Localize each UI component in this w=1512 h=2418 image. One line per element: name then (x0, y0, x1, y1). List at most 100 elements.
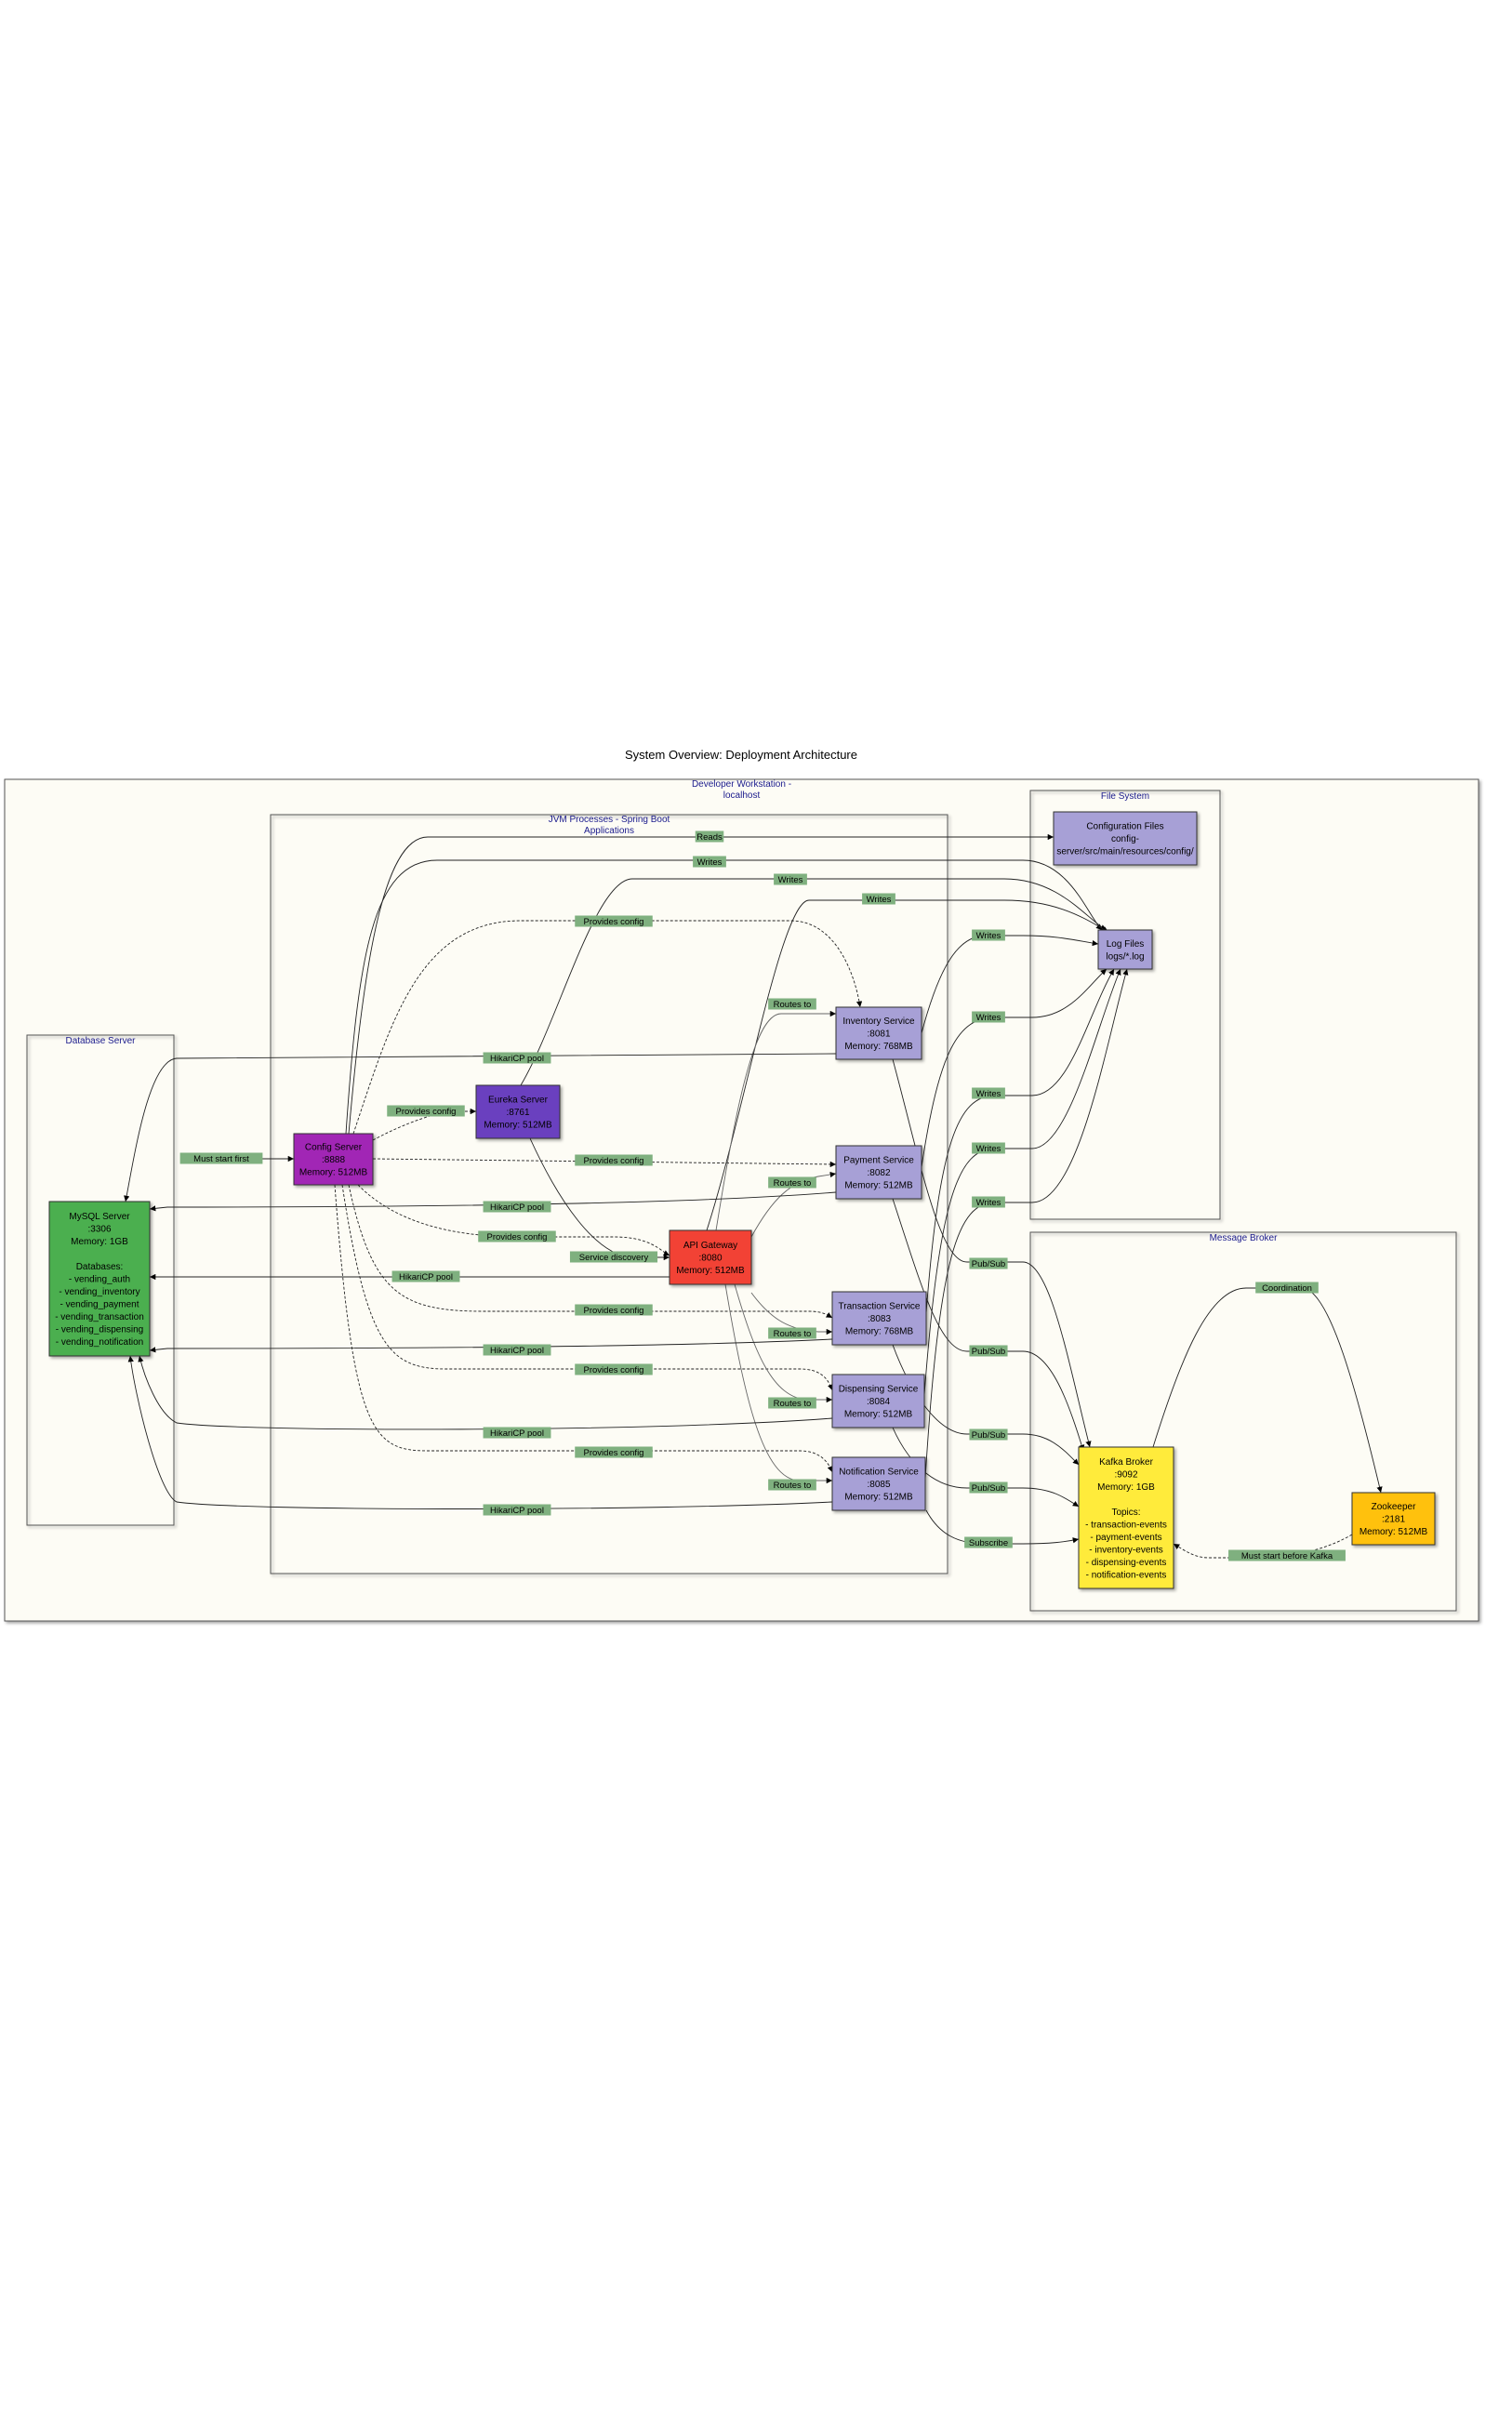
node-mysql-line: MySQL Server (69, 1212, 130, 1222)
edge-label-bg (483, 1344, 551, 1356)
node-kafka-box (1078, 1446, 1174, 1589)
edge-label-routes-to: Routes to (768, 1397, 816, 1409)
edge-label-provides-config: Provides config (575, 1363, 653, 1375)
edge-label-bg (693, 856, 726, 868)
node-eureka[interactable]: Eureka Server:8761 Memory: 512MB (475, 1084, 561, 1139)
edge-label-provides-config: Provides config (478, 1230, 556, 1242)
node-config-server-line: Config Server (305, 1143, 363, 1153)
edge-label-hikari: HikariCP pool (483, 1201, 551, 1213)
node-kafka-line: - payment-events (1090, 1533, 1161, 1543)
node-gateway[interactable]: API Gateway:8080 Memory: 512MB (669, 1229, 752, 1285)
edge-label-hikari: HikariCP pool (483, 1344, 551, 1356)
node-transaction-box (831, 1291, 927, 1346)
node-kafka-line: Memory: 1GB (1097, 1482, 1155, 1493)
node-eureka-box (475, 1084, 561, 1139)
edge-label-text: Writes (867, 895, 892, 905)
node-config-files-line: Configuration Files (1086, 822, 1163, 832)
cluster-workstation-label: localhost (723, 790, 761, 801)
cluster-filesystem-label: File System (1101, 791, 1149, 802)
edge-label-text: Writes (697, 857, 723, 868)
edge-label-bg (1255, 1282, 1319, 1294)
edge-config-notification (334, 1184, 833, 1473)
edge-label-text: Provides config (584, 1448, 644, 1458)
edge-label-text: Routes to (774, 1000, 812, 1010)
edge-label-bg (483, 1052, 551, 1064)
node-inventory-line: Memory: 768MB (844, 1042, 913, 1052)
edge-label-text: Reads (696, 832, 723, 843)
node-payment-box (835, 1145, 922, 1200)
node-transaction[interactable]: Transaction Service:8083 Memory: 768MB (831, 1291, 927, 1346)
edge-label-text: Writes (976, 1144, 1001, 1154)
edge-label-pub-sub: Pub/Sub (969, 1481, 1008, 1494)
edge-label-writes: Writes (862, 893, 895, 905)
node-config-files[interactable]: Configuration Files config-server/src/mai… (1053, 811, 1198, 866)
cluster-jvm-label: Applications (584, 826, 634, 836)
node-eureka-line: Memory: 512MB (484, 1121, 552, 1131)
node-dispensing[interactable]: Dispensing Service:8084 Memory: 512MB (831, 1374, 925, 1428)
edge-label-bg (972, 1196, 1005, 1208)
cluster-broker (1029, 1231, 1457, 1612)
edge-label-pub-sub: Pub/Sub (969, 1257, 1008, 1269)
node-zookeeper-line: Zookeeper (1372, 1502, 1416, 1512)
cluster-jvm-label: JVM Processes - Spring Boot (549, 815, 670, 825)
edge-label-text: Provides config (584, 1365, 644, 1375)
node-zookeeper[interactable]: Zookeeper:2181 Memory: 512MB (1351, 1492, 1436, 1546)
node-eureka-line: Eureka Server (488, 1096, 549, 1106)
edge-label-bg (387, 1105, 465, 1117)
node-payment[interactable]: Payment Service:8082 Memory: 512MB (835, 1145, 922, 1200)
edge-label-hikari: HikariCP pool (483, 1504, 551, 1516)
edge-config-writes-logs (345, 859, 1103, 1135)
node-config-files-box (1053, 811, 1198, 866)
node-dispensing-box (831, 1374, 925, 1428)
edge-label-bg (768, 1397, 816, 1409)
edge-label-text: Provides config (584, 1156, 644, 1166)
edge-label-bg (768, 1327, 816, 1339)
node-config-server[interactable]: Config Server:8888 Memory: 512MB (293, 1133, 374, 1186)
edge-label-text: Provides config (487, 1232, 548, 1242)
edge-gateway-transaction (750, 1292, 832, 1335)
node-config-server-line: :8888 (322, 1155, 345, 1165)
node-inventory-line: :8081 (867, 1030, 890, 1040)
edge-config-transaction (348, 1184, 833, 1319)
edge-label-writes: Writes (693, 856, 726, 868)
node-mysql-box (48, 1201, 151, 1357)
node-mysql-line: - vending_auth (69, 1275, 130, 1285)
node-log-files-box (1097, 929, 1153, 970)
node-gateway-line: Memory: 512MB (676, 1266, 745, 1276)
edge-label-routes-to: Routes to (768, 1327, 816, 1339)
cluster-database (26, 1034, 175, 1526)
edge-dispensing-mysql (138, 1355, 833, 1430)
node-payment-line: Memory: 512MB (844, 1181, 913, 1191)
node-kafka[interactable]: Kafka Broker:9092 Memory: 1GB Topics: - tra… (1078, 1446, 1174, 1589)
edge-label-routes-to: Routes to (768, 1479, 816, 1491)
edge-label-text: Service discovery (579, 1253, 649, 1263)
edge-label-text: Pub/Sub (972, 1430, 1005, 1441)
node-mysql[interactable]: MySQL Server:3306 Memory: 1GB Databases: - … (48, 1201, 151, 1357)
edge-label-text: Pub/Sub (972, 1483, 1005, 1494)
node-zookeeper-box (1351, 1492, 1436, 1546)
edge-config-eureka (372, 1108, 476, 1141)
node-kafka-line: - dispensing-events (1086, 1558, 1167, 1568)
node-kafka-line: - transaction-events (1085, 1520, 1167, 1530)
edge-notification-mysql (127, 1355, 833, 1509)
edge-eureka-writes-logs (520, 878, 1107, 1086)
node-inventory[interactable]: Inventory Service:8081 Memory: 768MB (835, 1006, 922, 1060)
node-config-server-box (293, 1133, 374, 1186)
edge-label-hikari: HikariCP pool (391, 1270, 460, 1282)
edge-label-text: Writes (976, 1198, 1001, 1208)
edge-label-text: Writes (976, 1089, 1001, 1099)
edge-label-bg (483, 1427, 551, 1439)
edge-label-text: Routes to (774, 1481, 812, 1491)
edge-config-inventory (352, 920, 863, 1135)
edge-label-reads: Reads (695, 830, 724, 843)
edge-gateway-inventory (715, 1010, 836, 1231)
node-kafka-line: - inventory-events (1089, 1545, 1162, 1555)
node-notification[interactable]: Notification Service:8085 Memory: 512MB (831, 1456, 926, 1511)
node-config-files-line: config- (1111, 834, 1139, 844)
edge-label-text: Pub/Sub (972, 1259, 1005, 1269)
edge-label-writes: Writes (972, 929, 1005, 941)
node-payment-line: :8082 (867, 1168, 890, 1178)
edge-label-bg (569, 1251, 658, 1263)
